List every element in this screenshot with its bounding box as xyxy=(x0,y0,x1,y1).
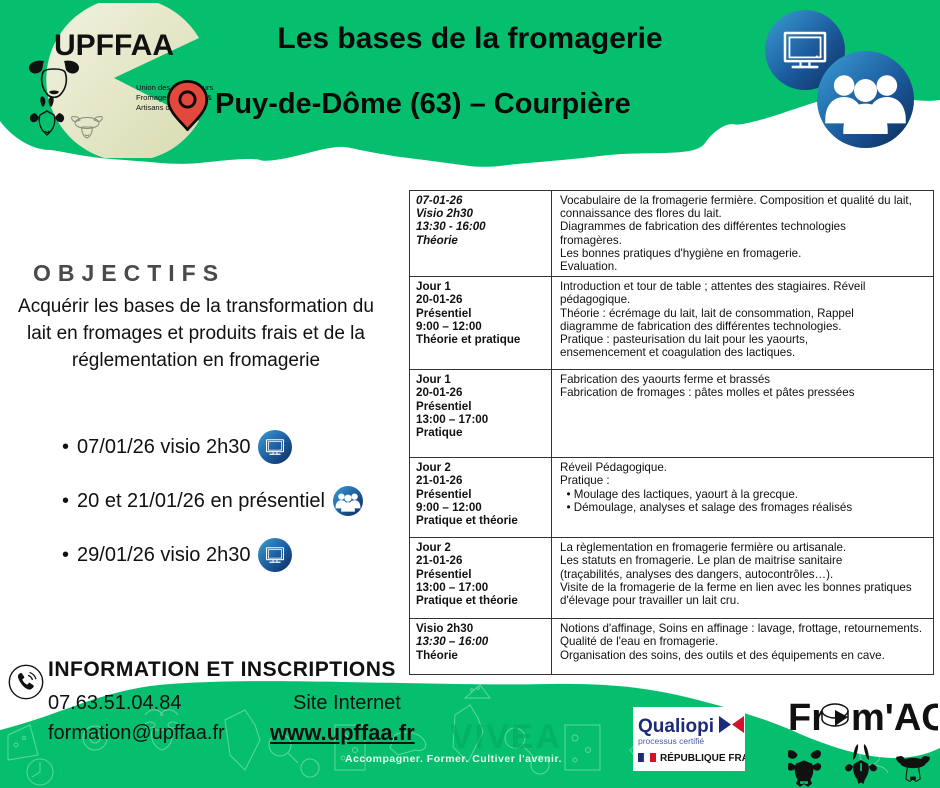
svg-text:m'AC: m'AC xyxy=(851,697,938,739)
svg-text:Qualiopi: Qualiopi xyxy=(638,716,714,737)
svg-text:RÉPUBLIQUE FRANÇAISE: RÉPUBLIQUE FRANÇAISE xyxy=(660,751,745,764)
svg-text:UPFFAA: UPFFAA xyxy=(54,29,174,62)
svg-text:Fr: Fr xyxy=(788,697,826,739)
svg-text:processus certifié: processus certifié xyxy=(638,736,704,746)
